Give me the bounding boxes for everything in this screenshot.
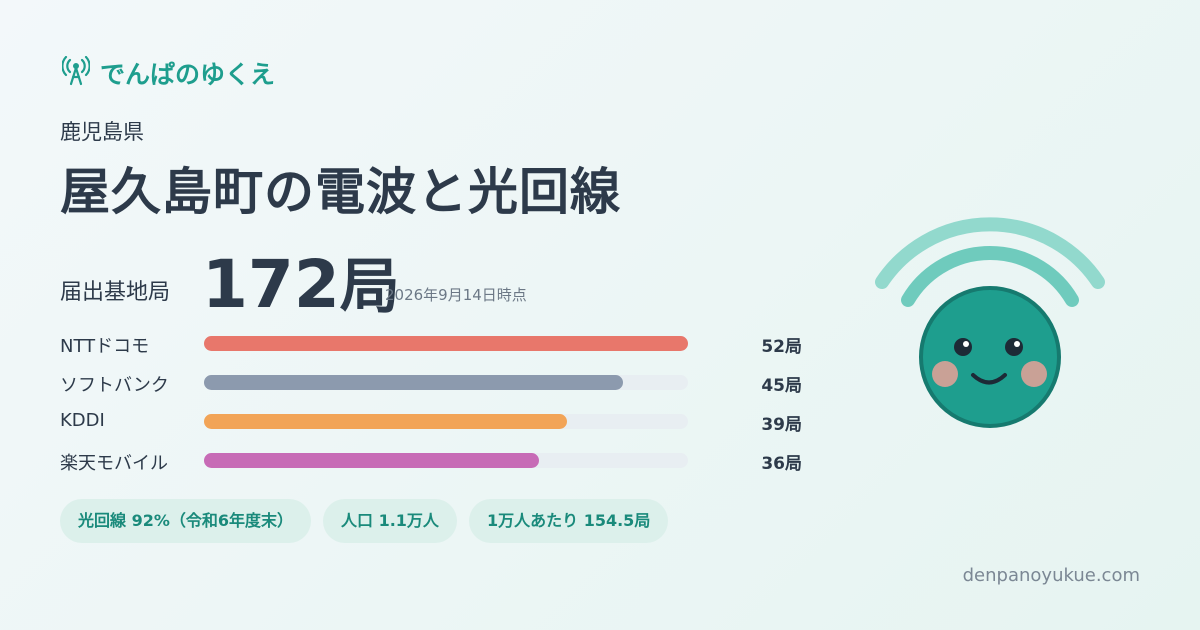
- carrier-name: ソフトバンク: [60, 375, 169, 396]
- stations-value: 172: [202, 246, 340, 323]
- prefecture: 鹿児島県: [60, 120, 144, 144]
- badge: 光回線 92%（令和6年度末）: [60, 499, 312, 543]
- as-of: 2026年9月14日時点: [385, 286, 527, 304]
- stations-label: 届出基地局: [60, 280, 171, 305]
- title: 屋久島町の電波と光回線: [60, 163, 621, 221]
- badge: 1万人あたり 154.5局: [469, 499, 669, 543]
- carrier-name: KDDI: [60, 410, 105, 431]
- bar: [204, 336, 688, 351]
- footer: denpanoyukue.com: [962, 565, 1140, 586]
- stations-unit: 局: [339, 252, 400, 322]
- carrier-name: 楽天モバイル: [60, 453, 168, 474]
- value-label: 39局: [761, 415, 802, 435]
- bar: [204, 375, 623, 390]
- stations-total: 172局: [202, 238, 400, 325]
- bar-track: [204, 414, 688, 429]
- bar: [204, 453, 540, 468]
- value-label: 45局: [761, 376, 802, 396]
- brand-icon: [62, 56, 90, 86]
- value-label: 36局: [761, 454, 802, 474]
- bar-track: [204, 375, 688, 390]
- value-label: 52局: [761, 337, 802, 357]
- bar: [204, 414, 567, 429]
- badge: 人口 1.1万人: [323, 499, 457, 543]
- bar-track: [204, 453, 688, 468]
- brand: でんぱのゆくえ: [100, 60, 276, 89]
- carrier-name: NTTドコモ: [60, 336, 150, 357]
- mascot: [875, 217, 1105, 428]
- bar-track: [204, 336, 688, 351]
